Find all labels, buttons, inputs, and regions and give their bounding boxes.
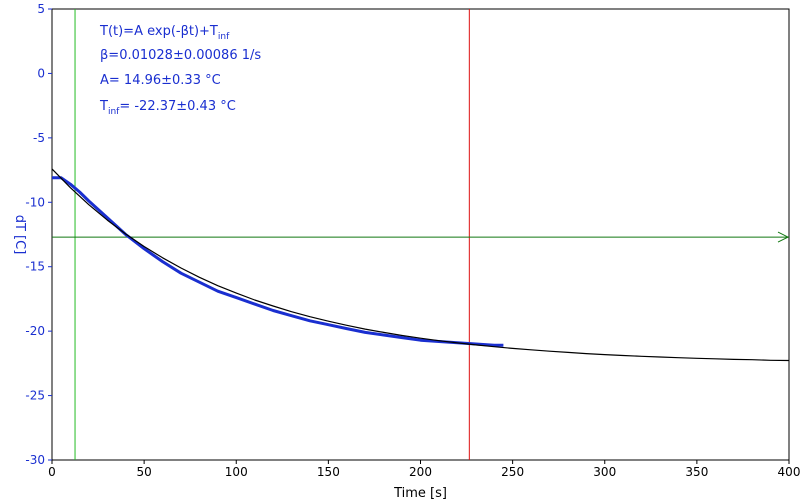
chart-marks: 50-5-10-15-20-25-300 50 100 150 200 250 300 350… xyxy=(25,2,800,479)
fit-annotation: T(t)=A exp(-βt)+Tinf β=0.01028±0.00086 1… xyxy=(99,24,261,117)
x-tick-label: 400 xyxy=(778,465,800,479)
x-tick-label: 250 xyxy=(501,465,524,479)
y-tick-label: -10 xyxy=(25,195,45,209)
cursor-arrow-icon xyxy=(777,231,790,243)
x-tick-label: 50 xyxy=(136,465,151,479)
x-tick-label: 100 xyxy=(225,465,248,479)
y-tick-label: -15 xyxy=(25,260,45,274)
x-tick-label: 150 xyxy=(317,465,340,479)
y-tick-label: -5 xyxy=(33,131,45,145)
fit-amplitude: A= 14.96±0.33 °C xyxy=(100,73,221,88)
x-tick-label: 200 xyxy=(409,465,432,479)
fit-formula: T(t)=A exp(-βt)+Tinf xyxy=(99,24,230,42)
y-tick-label: -20 xyxy=(25,324,45,338)
y-tick-label: -25 xyxy=(25,389,45,403)
x-tick-label: 350 xyxy=(685,465,708,479)
x-tick-label: 300 xyxy=(593,465,616,479)
y-tick-label: 5 xyxy=(37,2,45,16)
measured-series-line xyxy=(52,176,504,347)
x-axis-label: Time [s] xyxy=(393,486,447,501)
y-tick-label: -30 xyxy=(25,453,45,467)
y-axis-label: dT [C] xyxy=(12,215,27,255)
fit-series-line xyxy=(51,168,790,362)
fit-tinf: Tinf= -22.37±0.43 °C xyxy=(99,99,236,117)
fit-beta: β=0.01028±0.00086 1/s xyxy=(100,48,261,63)
x-tick-label: 0 xyxy=(48,465,56,479)
y-tick-label: 0 xyxy=(37,66,45,80)
